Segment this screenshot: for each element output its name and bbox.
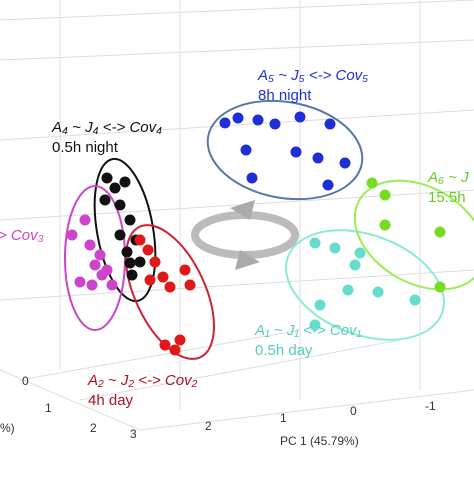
data-point — [246, 172, 258, 184]
data-point — [66, 229, 78, 241]
cluster-note: 8h night — [258, 87, 312, 104]
cluster-note: 15.5h — [428, 189, 466, 206]
data-point — [74, 276, 86, 288]
data-point — [86, 279, 98, 291]
data-point — [109, 182, 121, 194]
data-point — [106, 279, 118, 291]
data-point — [169, 344, 181, 356]
pc1-tick-label: 1 — [280, 411, 287, 425]
pc1-axis-label: PC 1 (45.79%) — [280, 434, 359, 448]
data-point — [329, 242, 341, 254]
data-point — [142, 244, 154, 256]
data-point — [157, 271, 169, 283]
data-point — [114, 199, 126, 211]
data-point — [219, 117, 231, 129]
data-point — [269, 118, 281, 130]
data-point — [184, 279, 196, 291]
box-grid — [0, 0, 474, 431]
data-point — [309, 237, 321, 249]
data-point — [324, 118, 336, 130]
data-point — [379, 219, 391, 231]
data-point — [134, 256, 146, 268]
side-tick-label: 2 — [90, 421, 97, 435]
data-point — [290, 146, 302, 158]
data-point — [174, 334, 186, 346]
cluster-note: 0.5h night — [52, 139, 119, 156]
data-point — [124, 257, 136, 269]
data-point — [240, 144, 252, 156]
cluster-label: > Cov₃ — [0, 227, 44, 244]
data-point — [434, 226, 446, 238]
data-point — [309, 319, 321, 331]
cluster-label: A₄ ~ J₄ <-> Cov₄ — [51, 119, 162, 136]
data-point — [144, 274, 156, 286]
data-point — [149, 256, 161, 268]
data-point — [89, 259, 101, 271]
data-point — [179, 264, 191, 276]
data-point — [119, 176, 131, 188]
data-point — [94, 249, 106, 261]
cluster-note: 0.5h day — [255, 342, 313, 359]
data-point — [349, 259, 361, 271]
cluster-note: 4h day — [88, 392, 134, 409]
data-point — [101, 264, 113, 276]
cluster-label: A₅ ~ J₅ <-> Cov₅ — [257, 67, 368, 84]
data-point — [124, 214, 136, 226]
side-tick-label: 1 — [45, 401, 52, 415]
data-point — [366, 177, 378, 189]
cluster-ellipses — [64, 99, 474, 360]
data-point — [114, 229, 126, 241]
data-point — [79, 214, 91, 226]
data-point — [159, 339, 171, 351]
data-point — [84, 239, 96, 251]
data-point — [409, 294, 421, 306]
data-point — [101, 172, 113, 184]
data-point — [339, 157, 351, 169]
rotation-arrow — [191, 200, 299, 270]
data-point — [294, 111, 306, 123]
data-point — [434, 281, 446, 293]
data-point — [372, 286, 384, 298]
pc1-tick-label: 0 — [350, 404, 357, 418]
pc1-tick-label: 2 — [205, 419, 212, 433]
cluster-label: A₁ ~ J₁ <-> Cov₁ — [254, 322, 362, 339]
data-point — [312, 152, 324, 164]
data-point — [252, 114, 264, 126]
data-point — [121, 246, 133, 258]
data-point — [322, 179, 334, 191]
data-point — [134, 234, 146, 246]
data-point — [126, 269, 138, 281]
data-point — [314, 299, 326, 311]
data-point — [99, 194, 111, 206]
cluster-label: A₆ ~ J — [427, 169, 469, 186]
cluster-label: A₂ ~ J₂ <-> Cov₂ — [87, 372, 198, 389]
pc1-tick-label: -1 — [425, 399, 436, 413]
side-axis-label: %) — [0, 421, 15, 435]
data-point — [232, 112, 244, 124]
side-tick-label: 0 — [22, 374, 29, 388]
data-point — [379, 189, 391, 201]
pc1-tick-label: 3 — [130, 427, 137, 441]
data-point — [354, 247, 366, 259]
data-point — [164, 281, 176, 293]
data-point — [342, 284, 354, 296]
